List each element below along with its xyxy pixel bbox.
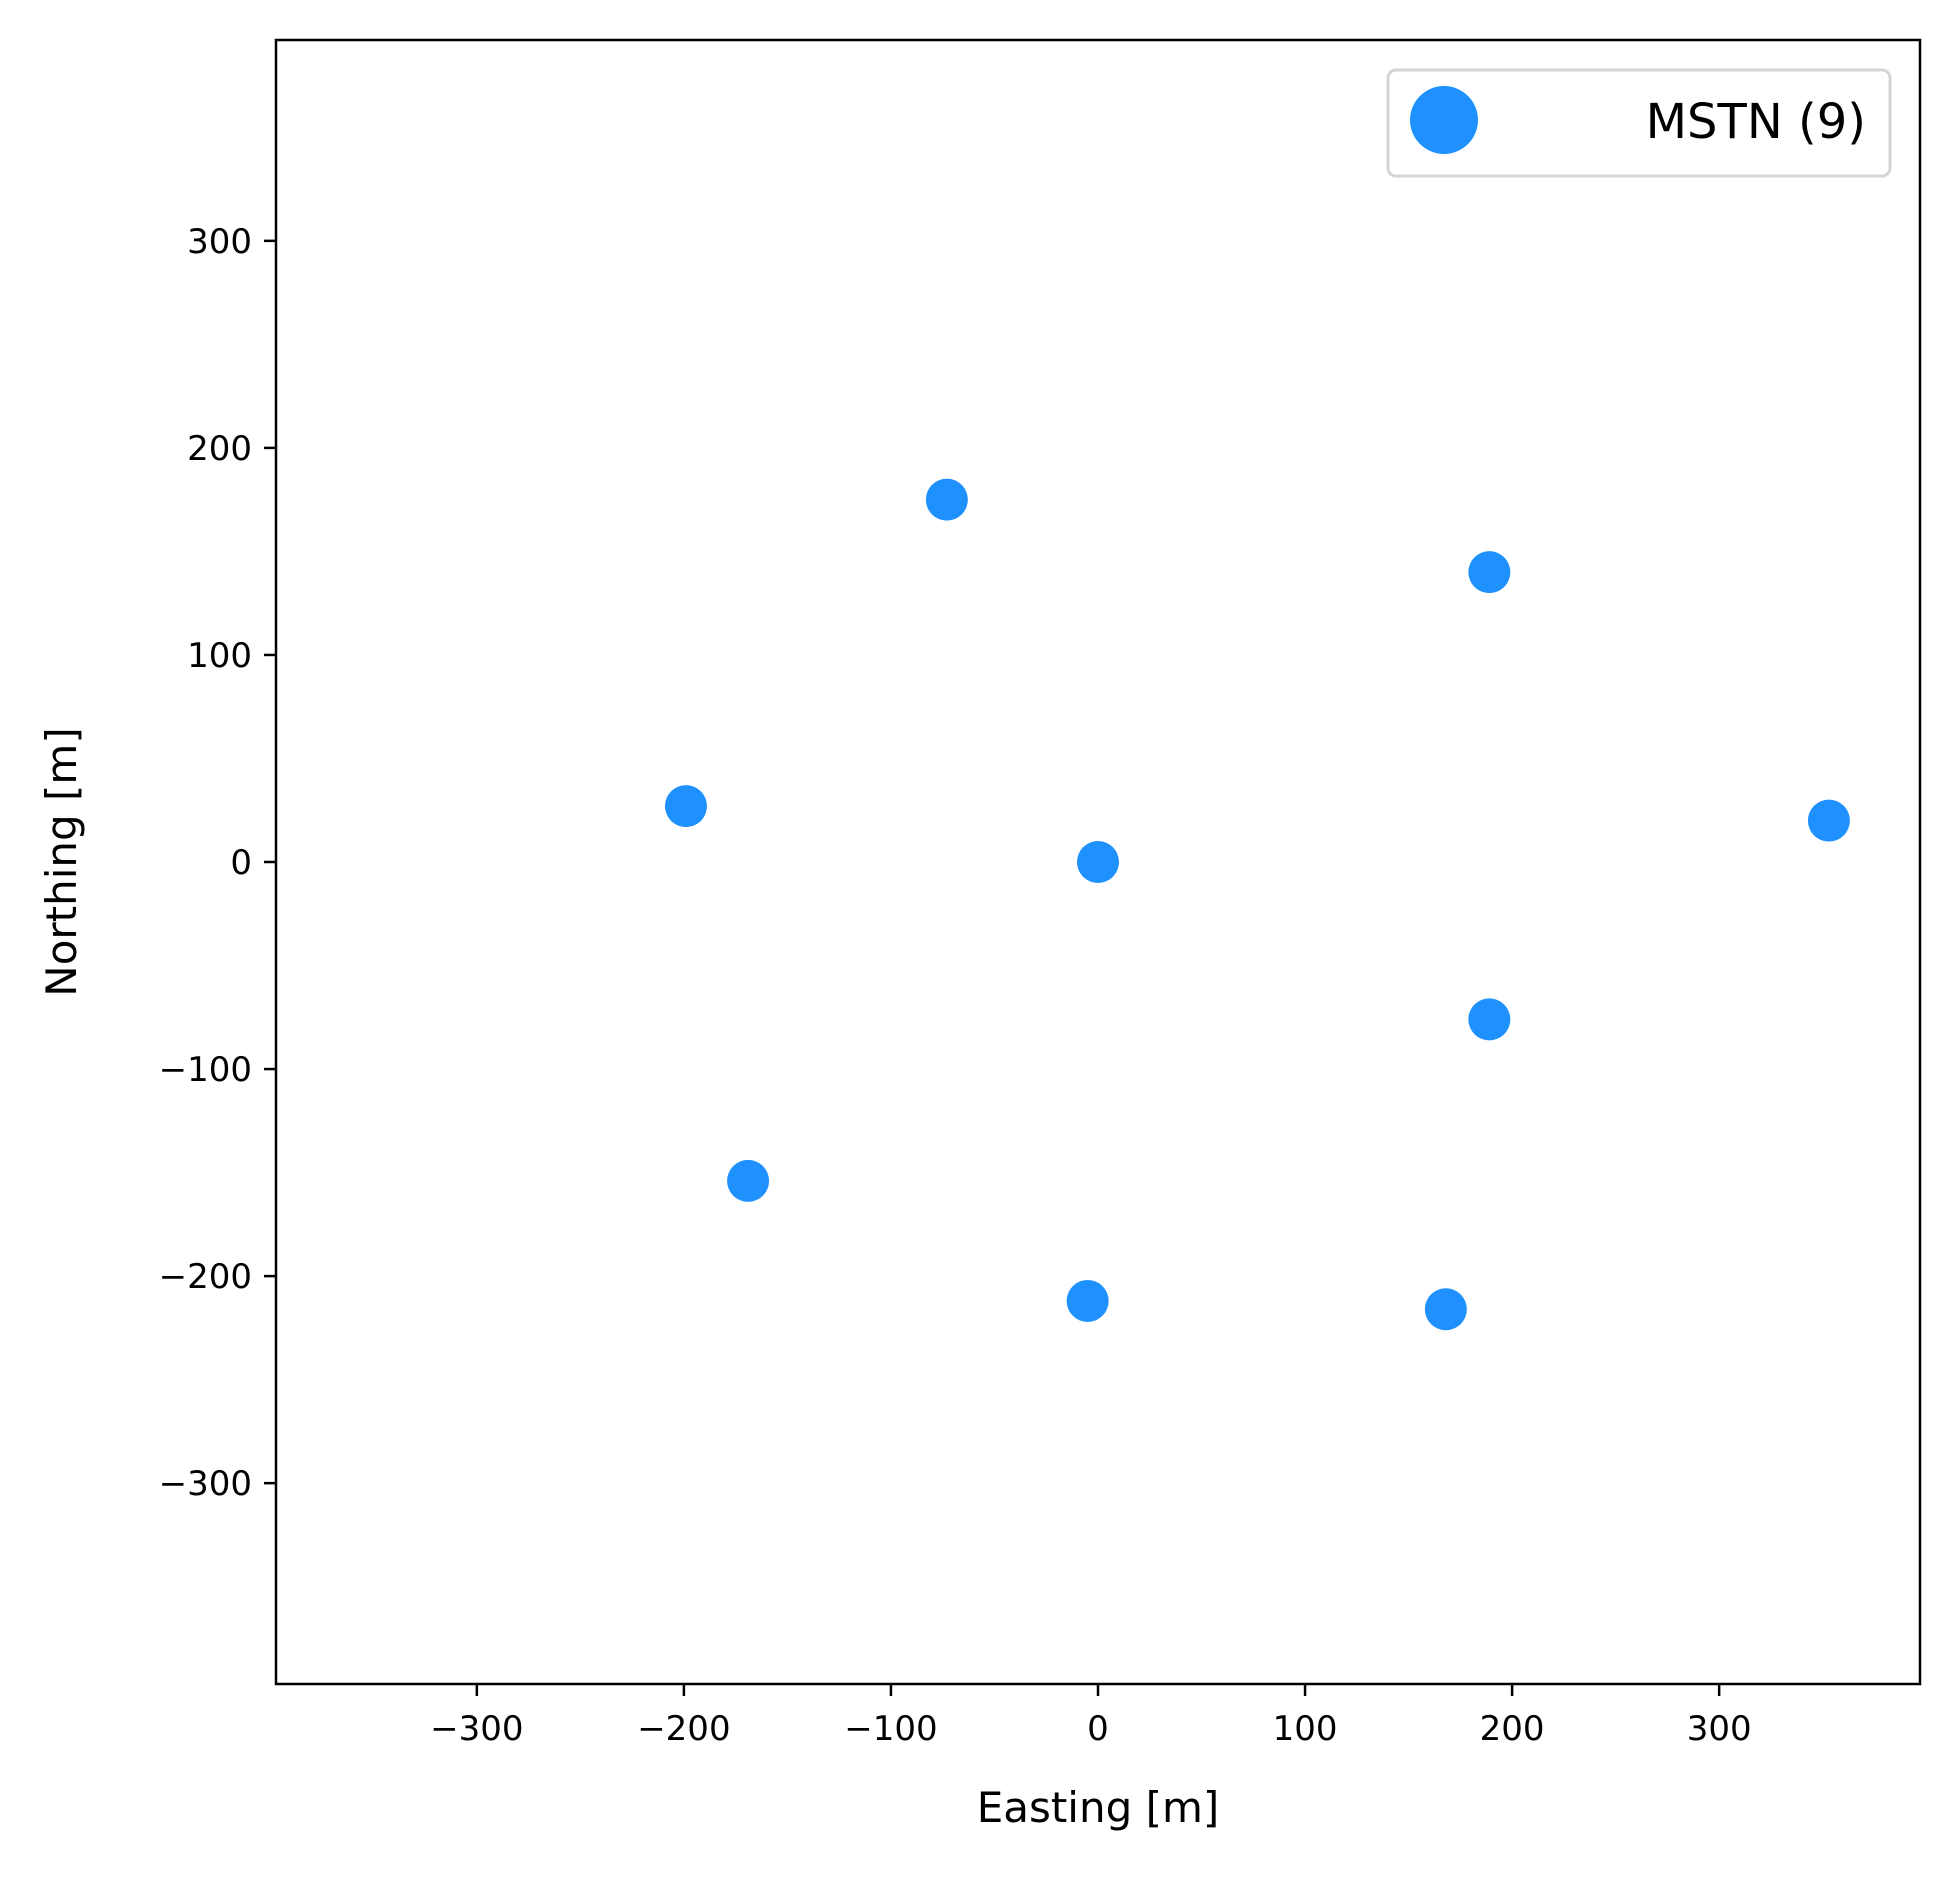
data-point bbox=[1807, 799, 1850, 842]
y-axis-ticks: −300 −200 −100 0 100 200 300 bbox=[159, 222, 276, 1504]
x-tick-label: 100 bbox=[1273, 1709, 1338, 1749]
legend-box bbox=[1386, 68, 1892, 178]
x-tick-label: −200 bbox=[637, 1709, 730, 1749]
data-point bbox=[1424, 1288, 1467, 1331]
y-tick-label: 300 bbox=[187, 222, 252, 262]
data-point bbox=[925, 478, 968, 521]
y-axis-label: Northing [m] bbox=[37, 727, 86, 996]
x-axis-label: Easting [m] bbox=[977, 1783, 1220, 1832]
data-points bbox=[664, 478, 1850, 1331]
x-tick-label: 300 bbox=[1687, 1709, 1752, 1749]
y-tick-label: 200 bbox=[187, 429, 252, 469]
data-point bbox=[1066, 1279, 1109, 1322]
legend: MSTN (9) bbox=[1386, 68, 1892, 178]
legend-marker bbox=[1410, 86, 1478, 154]
x-tick-label: −300 bbox=[430, 1709, 523, 1749]
y-tick-label: −200 bbox=[159, 1257, 252, 1297]
data-point bbox=[1468, 551, 1511, 594]
x-tick-label: 0 bbox=[1087, 1709, 1109, 1749]
data-point bbox=[1468, 998, 1511, 1041]
legend-entry-label: MSTN (9) bbox=[1646, 94, 1866, 150]
x-axis-ticks: −300 −200 −100 0 100 200 300 bbox=[430, 1684, 1752, 1749]
y-tick-label: −100 bbox=[159, 1050, 252, 1090]
data-point bbox=[664, 785, 707, 828]
y-tick-label: 0 bbox=[230, 843, 252, 883]
data-point bbox=[1077, 841, 1119, 883]
y-tick-label: 100 bbox=[187, 636, 252, 676]
x-tick-label: 200 bbox=[1480, 1709, 1545, 1749]
x-tick-label: −100 bbox=[844, 1709, 937, 1749]
y-tick-label: −300 bbox=[159, 1464, 252, 1504]
data-point bbox=[727, 1159, 770, 1202]
